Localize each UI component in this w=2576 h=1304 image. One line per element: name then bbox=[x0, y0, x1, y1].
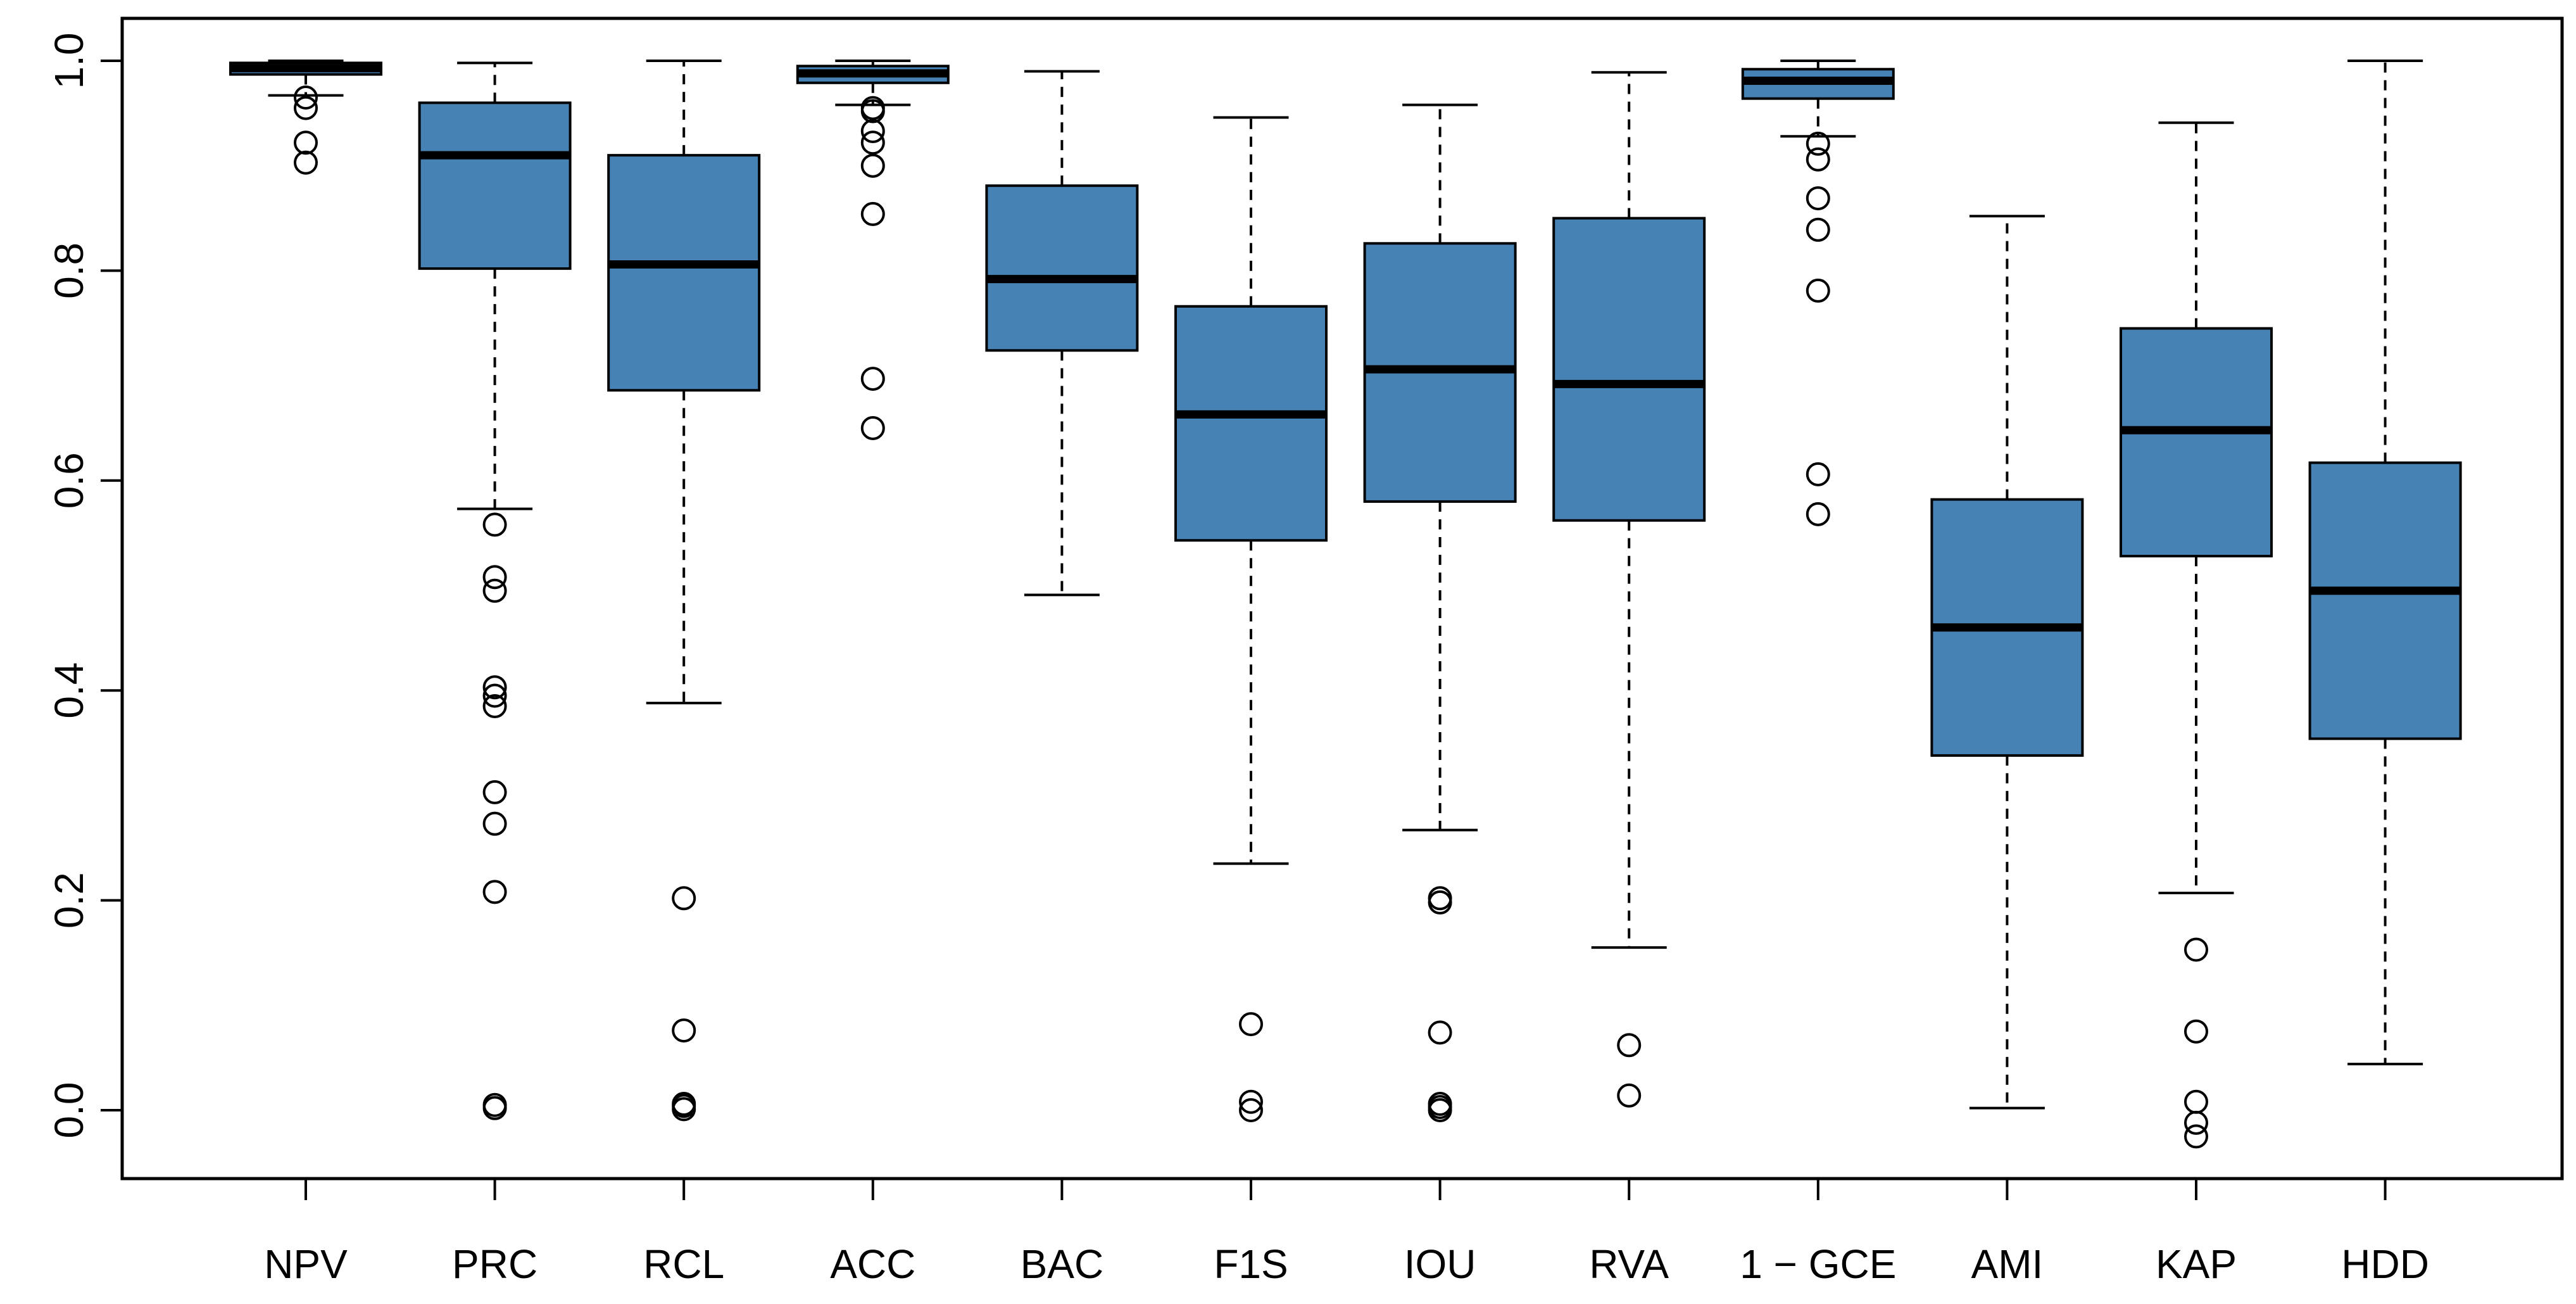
outlier-point bbox=[1806, 147, 1830, 172]
outlier-point bbox=[1617, 1083, 1642, 1108]
outlier-point bbox=[2184, 937, 2208, 962]
outlier-point bbox=[1239, 1098, 1263, 1122]
outlier-point bbox=[1428, 1020, 1452, 1045]
outlier-point bbox=[860, 119, 885, 144]
x-tick-label: RCL bbox=[643, 1241, 724, 1287]
outlier-point bbox=[860, 99, 885, 123]
y-tick-label: 0.8 bbox=[46, 243, 92, 299]
outlier-point bbox=[482, 694, 507, 719]
x-tick-label: KAP bbox=[2156, 1241, 2237, 1287]
outlier-point bbox=[860, 130, 885, 155]
outlier-point bbox=[482, 780, 507, 804]
box-rva bbox=[1552, 71, 1706, 1108]
outlier-point bbox=[1806, 502, 1830, 526]
box-npv bbox=[229, 60, 382, 175]
outlier-point bbox=[482, 512, 507, 537]
outlier-point bbox=[1806, 131, 1830, 156]
y-tick-label: 0.6 bbox=[46, 452, 92, 509]
y-tick-label: 0.0 bbox=[46, 1082, 92, 1139]
outlier-point bbox=[860, 153, 885, 178]
box-prc bbox=[418, 61, 572, 1120]
outlier-point bbox=[860, 367, 885, 391]
outlier-point bbox=[482, 675, 507, 700]
x-tick-label: BAC bbox=[1021, 1241, 1104, 1287]
y-axis: 0.0 0.2 0.4 0.6 0.8 1.0 bbox=[46, 33, 123, 1139]
outlier-point bbox=[482, 565, 507, 590]
box-f1s bbox=[1174, 116, 1328, 1122]
outlier-point bbox=[294, 85, 318, 110]
iqr-box bbox=[607, 154, 761, 392]
outlier-point bbox=[294, 96, 318, 120]
outlier-point bbox=[860, 415, 885, 440]
iqr-box bbox=[1174, 305, 1328, 542]
outlier-point bbox=[294, 150, 318, 175]
x-tick-label: AMI bbox=[1971, 1241, 2044, 1287]
y-tick-label: 1.0 bbox=[46, 33, 92, 89]
outlier-point bbox=[294, 130, 318, 155]
outlier-point bbox=[672, 886, 696, 911]
box-bac bbox=[985, 70, 1139, 597]
plot-frame bbox=[120, 16, 2564, 1181]
iqr-box bbox=[418, 101, 572, 270]
box-series-group bbox=[229, 60, 2462, 1149]
box-ami bbox=[1930, 215, 2084, 1110]
box-acc bbox=[796, 60, 950, 440]
outlier-point bbox=[1239, 1089, 1263, 1114]
outlier-point bbox=[1239, 1012, 1263, 1037]
iqr-box bbox=[2120, 327, 2273, 558]
outlier-point bbox=[482, 880, 507, 904]
iqr-box bbox=[1552, 217, 1706, 522]
x-tick-label: NPV bbox=[264, 1241, 348, 1287]
outlier-point bbox=[1428, 1098, 1452, 1122]
outlier-point bbox=[1806, 217, 1830, 242]
iqr-box bbox=[2308, 461, 2462, 740]
outlier-point bbox=[482, 811, 507, 836]
box-iou bbox=[1363, 103, 1517, 1122]
outlier-point bbox=[860, 201, 885, 226]
y-tick-label: 0.2 bbox=[46, 872, 92, 928]
outlier-point bbox=[482, 683, 507, 708]
box-1-gce bbox=[1741, 60, 1895, 526]
x-tick-label: 1 − GCE bbox=[1740, 1241, 1896, 1287]
box-rcl bbox=[607, 60, 761, 1122]
outlier-point bbox=[482, 1096, 507, 1120]
outlier-point bbox=[1617, 1033, 1642, 1058]
outlier-point bbox=[672, 1097, 696, 1122]
outlier-point bbox=[1428, 890, 1452, 915]
y-tick-label: 0.4 bbox=[46, 662, 92, 719]
box-hdd bbox=[2308, 60, 2462, 1066]
outlier-point bbox=[1806, 462, 1830, 486]
x-axis: NPV PRC RCL ACC BAC F1S IOU RVA 1 − GCE AMI KAP HDD bbox=[264, 1177, 2429, 1287]
x-tick-label: PRC bbox=[452, 1241, 537, 1287]
outlier-point bbox=[1806, 186, 1830, 211]
iqr-box bbox=[985, 184, 1139, 352]
x-tick-label: IOU bbox=[1404, 1241, 1476, 1287]
x-tick-label: F1S bbox=[1214, 1241, 1288, 1287]
outlier-point bbox=[2184, 1110, 2208, 1135]
x-tick-label: RVA bbox=[1589, 1241, 1669, 1287]
outlier-point bbox=[2184, 1019, 2208, 1044]
box-kap bbox=[2120, 121, 2273, 1149]
outlier-point bbox=[2184, 1124, 2208, 1149]
x-tick-label: ACC bbox=[830, 1241, 915, 1287]
outlier-point bbox=[672, 1018, 696, 1043]
x-tick-label: HDD bbox=[2341, 1241, 2429, 1287]
outlier-point bbox=[482, 578, 507, 603]
outlier-point bbox=[1806, 278, 1830, 303]
